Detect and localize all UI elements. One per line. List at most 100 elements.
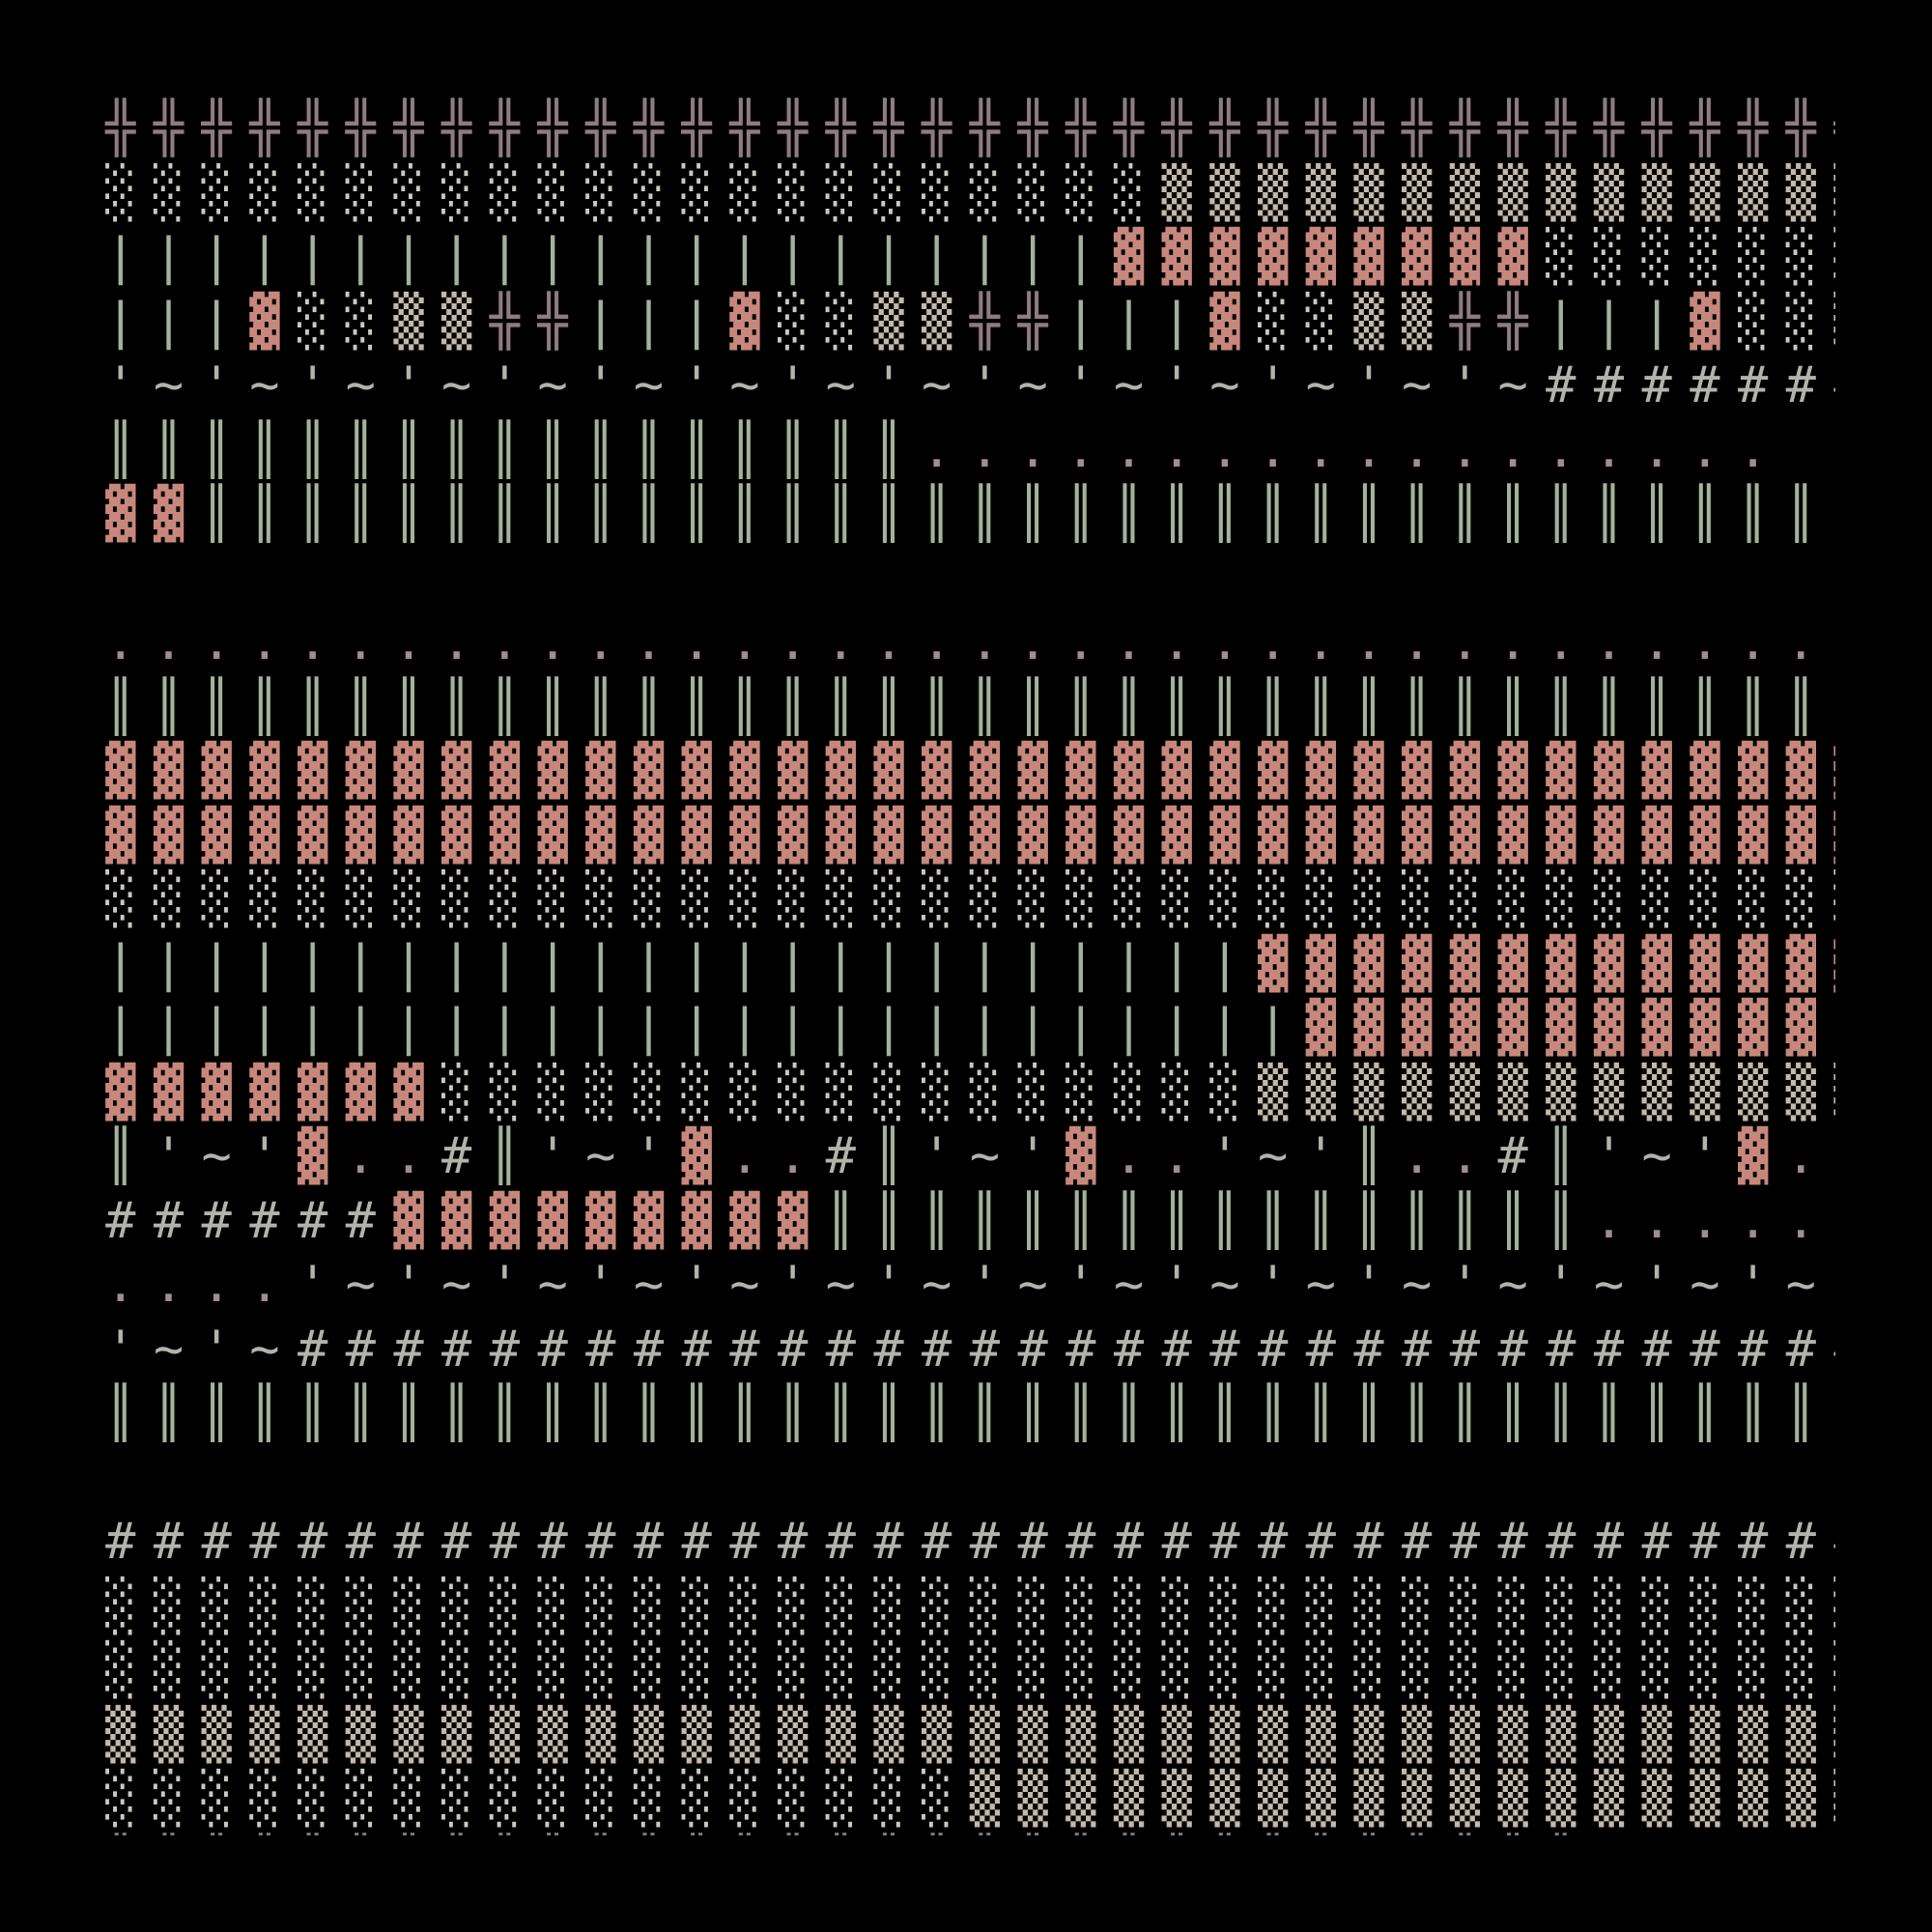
- glyph-cell: ░: [1161, 870, 1192, 928]
- glyph-cell: .: [1690, 1191, 1720, 1250]
- glyph-cell: ': [873, 1256, 904, 1314]
- glyph-cell: ▓: [1402, 806, 1433, 865]
- glyph-cell: ~: [585, 1127, 616, 1185]
- glyph-cell: ~: [153, 356, 185, 414]
- glyph-cell: ▒: [633, 1705, 665, 1764]
- glyph-cell: ▓: [537, 742, 568, 800]
- glyph-cell: ░: [1546, 228, 1577, 286]
- glyph-cell: ░: [1113, 1577, 1145, 1635]
- glyph-cell: ░: [729, 870, 760, 928]
- glyph-cell: ║: [585, 485, 616, 543]
- glyph-cell: ║: [1825, 1381, 1835, 1445]
- glyph-cell: |: [489, 228, 521, 286]
- glyph-cell: #: [153, 1513, 185, 1571]
- glyph-cell: ░: [153, 870, 185, 928]
- glyph-cell: #: [1737, 356, 1769, 414]
- glyph-cell: #: [729, 1513, 760, 1571]
- glyph-cell: ▒: [441, 292, 472, 351]
- glyph-cell: ▓: [489, 1191, 521, 1250]
- glyph-row: ▓ ▓ ║ ║ ║ ║ ║ ║ ║ ║ ║ ║ ║ ║ ║ ║ ║ ║ ║ ║ ║ ║ ║ ║ ║ ║ ║ ║ ║ ║ ║ ║ ║ ║ ║ ║: [97, 482, 1835, 546]
- glyph-cell: ║: [201, 420, 232, 479]
- glyph-cell: .: [201, 613, 232, 671]
- glyph-cell: ': [393, 356, 424, 414]
- glyph-cell: ║: [922, 1384, 952, 1442]
- glyph-cell: ║: [1497, 1384, 1528, 1442]
- glyph-cell: |: [825, 228, 856, 286]
- glyph-cell: ▓: [441, 806, 472, 865]
- glyph-cell: ║: [345, 677, 376, 736]
- glyph-cell: .: [1641, 1191, 1672, 1250]
- glyph-cell: ║: [729, 420, 760, 479]
- glyph-cell: ░: [1785, 1641, 1816, 1699]
- glyph-cell: ▓: [1593, 999, 1625, 1057]
- glyph-cell: ║: [1737, 1384, 1769, 1442]
- glyph-cell: ║: [633, 420, 665, 479]
- glyph-cell: ~: [1017, 1256, 1048, 1314]
- glyph-cell: #: [633, 1513, 665, 1571]
- glyph-cell: ~: [441, 1256, 472, 1314]
- glyph-cell: ░: [633, 1770, 665, 1828]
- glyph-cell: ╬: [393, 99, 424, 157]
- glyph-cell: ║: [1017, 1384, 1048, 1442]
- glyph-cell: ║: [537, 485, 568, 543]
- glyph-cell: #: [441, 1513, 472, 1571]
- glyph-cell: ░: [873, 1770, 904, 1828]
- glyph-cell: |: [777, 934, 809, 993]
- glyph-cell: |: [201, 999, 232, 1057]
- glyph-cell: |: [633, 934, 665, 993]
- glyph-cell: ░: [1690, 1641, 1720, 1699]
- glyph-cell: ║: [1593, 677, 1625, 736]
- glyph-row: ▓▓▓▓▓▓▓▓▓▓▓▓▓▓▓▓▓▓▓▓▓▓▓▓▓▓▓▓▓▓▓▓▓▓▓▓▓▓: [97, 804, 1835, 867]
- glyph-cell: ▒: [1257, 1705, 1289, 1764]
- glyph-cell: ║: [825, 420, 856, 479]
- glyph-cell: ░: [1593, 1577, 1625, 1635]
- glyph-cell: ▒: [1065, 1705, 1096, 1764]
- glyph-cell: #: [345, 1513, 376, 1571]
- glyph-cell: ║: [873, 1127, 904, 1185]
- glyph-cell: ║: [393, 485, 424, 543]
- glyph-cell: ░: [537, 1063, 568, 1122]
- glyph-cell: ║: [1209, 485, 1240, 543]
- glyph-cell: ╬: [817, 1832, 866, 1836]
- glyph-cell: ▓: [729, 806, 760, 865]
- glyph-cell: #: [1825, 354, 1835, 417]
- glyph-cell: ║: [585, 677, 616, 736]
- glyph-cell: ▒: [345, 1705, 376, 1764]
- glyph-cell: ║: [873, 485, 904, 543]
- glyph-cell: ▒: [922, 1705, 952, 1764]
- glyph-cell: ░: [1161, 1641, 1192, 1699]
- glyph-cell: ╬: [1353, 99, 1384, 157]
- glyph-cell: ╬: [1209, 99, 1240, 157]
- glyph-cell: ║: [1641, 485, 1672, 543]
- glyph-cell: ║: [105, 677, 136, 736]
- glyph-cell: .: [1209, 420, 1240, 479]
- glyph-cell: ░: [1113, 1641, 1145, 1699]
- glyph-cell: ▓: [777, 742, 809, 800]
- glyph-cell: ~: [1305, 1256, 1336, 1314]
- glyph-cell: ║: [153, 677, 185, 736]
- glyph-cell: |: [345, 228, 376, 286]
- glyph-cell: |: [1633, 1832, 1681, 1836]
- glyph-cell: |: [1065, 999, 1096, 1057]
- glyph-cell: ░: [1497, 1577, 1528, 1635]
- glyph-cell: #: [1209, 1320, 1240, 1378]
- glyph-cell: ▓: [969, 742, 1001, 800]
- glyph-cell: ▒: [1593, 163, 1625, 222]
- glyph-cell: |: [393, 999, 424, 1057]
- glyph-cell: |: [1161, 999, 1192, 1057]
- glyph-cell: .: [969, 613, 1001, 671]
- glyph-row: ||||||||||||||||||||||||▓▓▓▓▓▓▓▓▓▓▓▓▓: [97, 932, 1835, 996]
- glyph-cell: ╬: [777, 99, 809, 157]
- glyph-row: ║'~'▓..#║'~'▓..#║'~'▓..'~'║..#║'~'▓..'~'…: [97, 1124, 1835, 1188]
- glyph-cell: #: [1161, 1513, 1192, 1571]
- glyph-cell: ░: [1690, 1577, 1720, 1635]
- glyph-cell: #: [1641, 1513, 1672, 1571]
- glyph-cell: ░: [1825, 867, 1835, 931]
- glyph-cell: ║: [1257, 1384, 1289, 1442]
- glyph-cell: #: [922, 1320, 952, 1378]
- glyph-cell: ░: [1065, 1577, 1096, 1635]
- glyph-cell: ╬: [1057, 1832, 1105, 1836]
- glyph-cell: |: [681, 934, 712, 993]
- glyph-cell: ▒: [873, 292, 904, 351]
- glyph-cell: ░: [489, 1063, 521, 1122]
